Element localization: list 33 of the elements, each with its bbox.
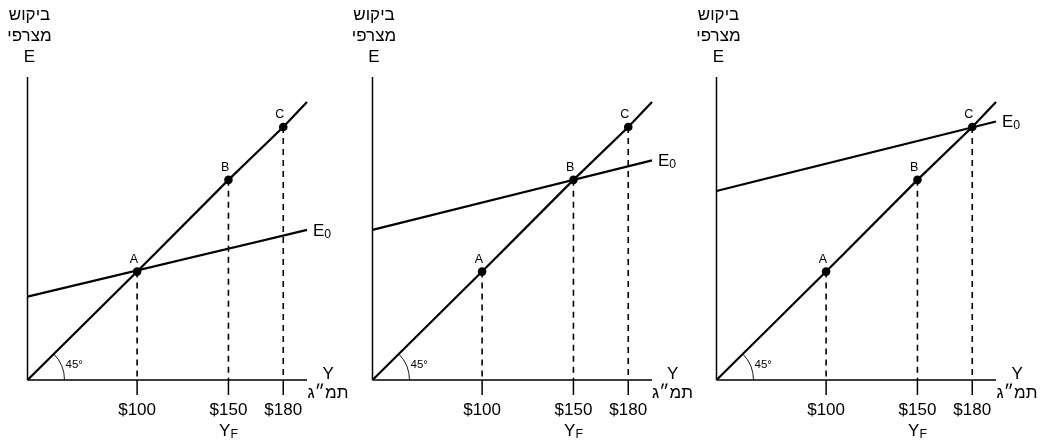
annotation: B xyxy=(221,159,230,174)
x-tick-label: $100 xyxy=(807,400,846,419)
series-label: E$_{0}$ xyxy=(313,220,332,242)
series-label: E$_{0}$ xyxy=(657,151,676,172)
annotation: 45° xyxy=(65,358,83,370)
text: Y$_{F}$ xyxy=(563,421,583,442)
x-tick-label: $150 xyxy=(898,400,937,419)
series-label: E$_{0}$ xyxy=(1002,112,1021,133)
y-axis-title: ביקוש מצרפי E xyxy=(351,4,397,67)
x-axis-title: Y תמ״ג xyxy=(307,364,349,402)
annotation: 45° xyxy=(410,358,428,370)
annotation: B xyxy=(565,159,574,174)
text: Y$_{F}$ xyxy=(908,421,927,442)
y-axis-title: ביקוש מצרפי E xyxy=(7,4,52,67)
annotation: 45° xyxy=(754,358,772,370)
x-tick-label: $150 xyxy=(209,400,248,419)
annotation: A xyxy=(474,251,484,266)
x-axis-title: Y תמ״ג xyxy=(996,364,1038,402)
annotation: B xyxy=(910,159,919,174)
x-tick-label: $180 xyxy=(608,400,647,419)
y-axis-title: ביקוש מצרפי E xyxy=(696,4,741,67)
x-tick-label: $100 xyxy=(118,400,157,419)
annotation: C xyxy=(275,107,285,122)
x-tick-label: $150 xyxy=(554,400,592,419)
x-tick-label: $100 xyxy=(462,400,501,419)
annotation: C xyxy=(964,107,974,122)
annotation: C xyxy=(619,107,629,122)
text: Y$_{F}$ xyxy=(219,421,238,442)
x-tick-label: $180 xyxy=(264,400,303,419)
x-axis-title: Y תמ״ג xyxy=(652,364,693,402)
annotation: A xyxy=(818,251,828,266)
annotation: A xyxy=(129,251,139,266)
x-tick-label: $180 xyxy=(953,400,992,419)
